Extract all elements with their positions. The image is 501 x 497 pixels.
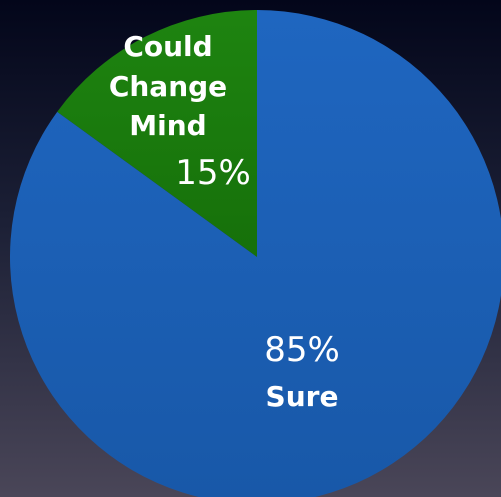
slice-label-could-change-mind: Could: [123, 30, 212, 63]
pie-slices: [10, 10, 501, 497]
slice-label-could-change-mind: Change: [109, 70, 227, 103]
pie-labels: Could Change Mind 15% 85% Sure: [109, 30, 340, 413]
slice-label-could-change-mind: Mind: [129, 109, 206, 142]
slice-value-label-could-change-mind: 15%: [175, 153, 251, 193]
pie-slice-sure: [10, 10, 501, 497]
pie-slice-could-change-mind: [57, 10, 257, 257]
slice-value-label-sure: 85%: [264, 330, 340, 370]
slice-label-sure: Sure: [266, 380, 339, 413]
